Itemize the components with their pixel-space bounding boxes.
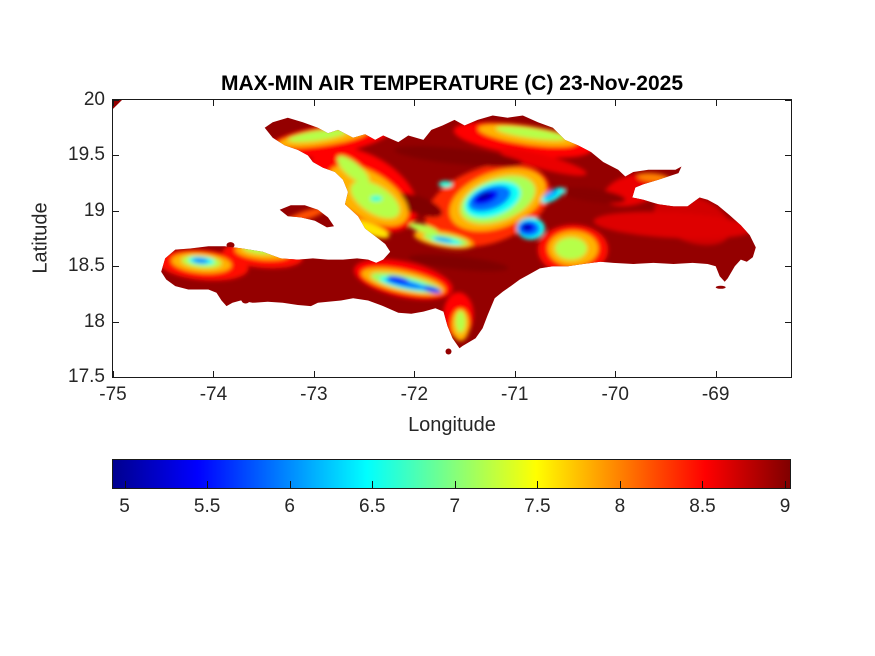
colorbar-gradient [113, 460, 790, 488]
colorbar-tick-label: 5.5 [193, 496, 221, 517]
colorbar-tick [785, 481, 787, 488]
colorbar-tick-label: 7 [449, 496, 461, 517]
islet-beata [445, 348, 452, 355]
y-axis-label: Latitude [29, 202, 52, 274]
axis-tick [785, 377, 791, 378]
axis-tick [113, 377, 119, 378]
colorbar-tick-label: 6.5 [358, 496, 386, 517]
map-plot-area [112, 99, 792, 378]
axis-tick [615, 100, 617, 106]
axis-tick [113, 266, 119, 268]
y-tick-label: 20 [83, 89, 105, 110]
axis-tick [785, 321, 791, 323]
axis-tick [113, 100, 114, 106]
axis-tick [113, 371, 114, 377]
colorbar-tick [207, 481, 209, 488]
y-tick-label: 19.5 [68, 144, 105, 166]
colorbar-tick-label: 8.5 [689, 496, 716, 517]
axis-tick [213, 100, 215, 106]
x-tick-label: -73 [300, 384, 328, 405]
hispaniola-temperature-heatmap [113, 100, 756, 355]
colorbar-tick [289, 481, 291, 488]
colorbar-tick-label: 8 [614, 496, 626, 517]
axis-tick [113, 210, 119, 212]
colorbar-tick [124, 481, 126, 488]
axis-tick [785, 266, 791, 268]
temperature-field [158, 121, 754, 341]
colorbar-tick [372, 481, 374, 488]
axis-tick [715, 100, 717, 106]
x-tick-label: -72 [400, 384, 429, 405]
colorbar-tick-label: 6 [284, 496, 295, 517]
axis-tick [715, 371, 717, 377]
colorbar-tick [454, 481, 456, 488]
x-tick-label: -70 [601, 384, 629, 405]
axis-tick [615, 371, 617, 377]
axis-tick [313, 371, 315, 377]
y-tick-label: 19 [83, 199, 105, 221]
axis-tick [414, 371, 416, 377]
colorbar-tick-label: 9 [779, 496, 791, 517]
x-tick-label: -75 [99, 384, 127, 405]
islet-saona [715, 285, 726, 289]
cuba-tip [113, 100, 122, 109]
axis-tick [113, 100, 119, 101]
x-axis-label: Longitude [408, 414, 496, 436]
y-tick-label: 17.5 [68, 366, 105, 387]
axis-tick [514, 100, 516, 106]
axis-tick [213, 371, 215, 377]
y-tick-label: 18.5 [68, 255, 105, 277]
colorbar [112, 459, 791, 489]
axis-tick [313, 100, 315, 106]
y-tick-label: 18 [83, 310, 105, 332]
axis-tick [785, 155, 791, 157]
axis-tick [113, 321, 119, 323]
colorbar-tick-label: 7.5 [524, 496, 551, 517]
colorbar-tick-label: 5 [119, 496, 130, 517]
islet-cayemites [226, 242, 235, 249]
colorbar-tick [619, 481, 621, 488]
colorbar-tick [702, 481, 704, 488]
axis-tick [113, 155, 119, 157]
axis-tick [514, 371, 516, 377]
x-tick-label: -69 [701, 384, 730, 405]
axis-tick [785, 210, 791, 212]
colorbar-tick [537, 481, 539, 488]
islet-ile-a-vache [241, 297, 250, 304]
x-tick-label: -74 [199, 384, 228, 405]
x-tick-label: -71 [501, 384, 529, 405]
chart-title: MAX-MIN AIR TEMPERATURE (C) 23-Nov-2025 [220, 72, 684, 95]
axis-tick [785, 100, 791, 101]
axis-tick [414, 100, 416, 106]
